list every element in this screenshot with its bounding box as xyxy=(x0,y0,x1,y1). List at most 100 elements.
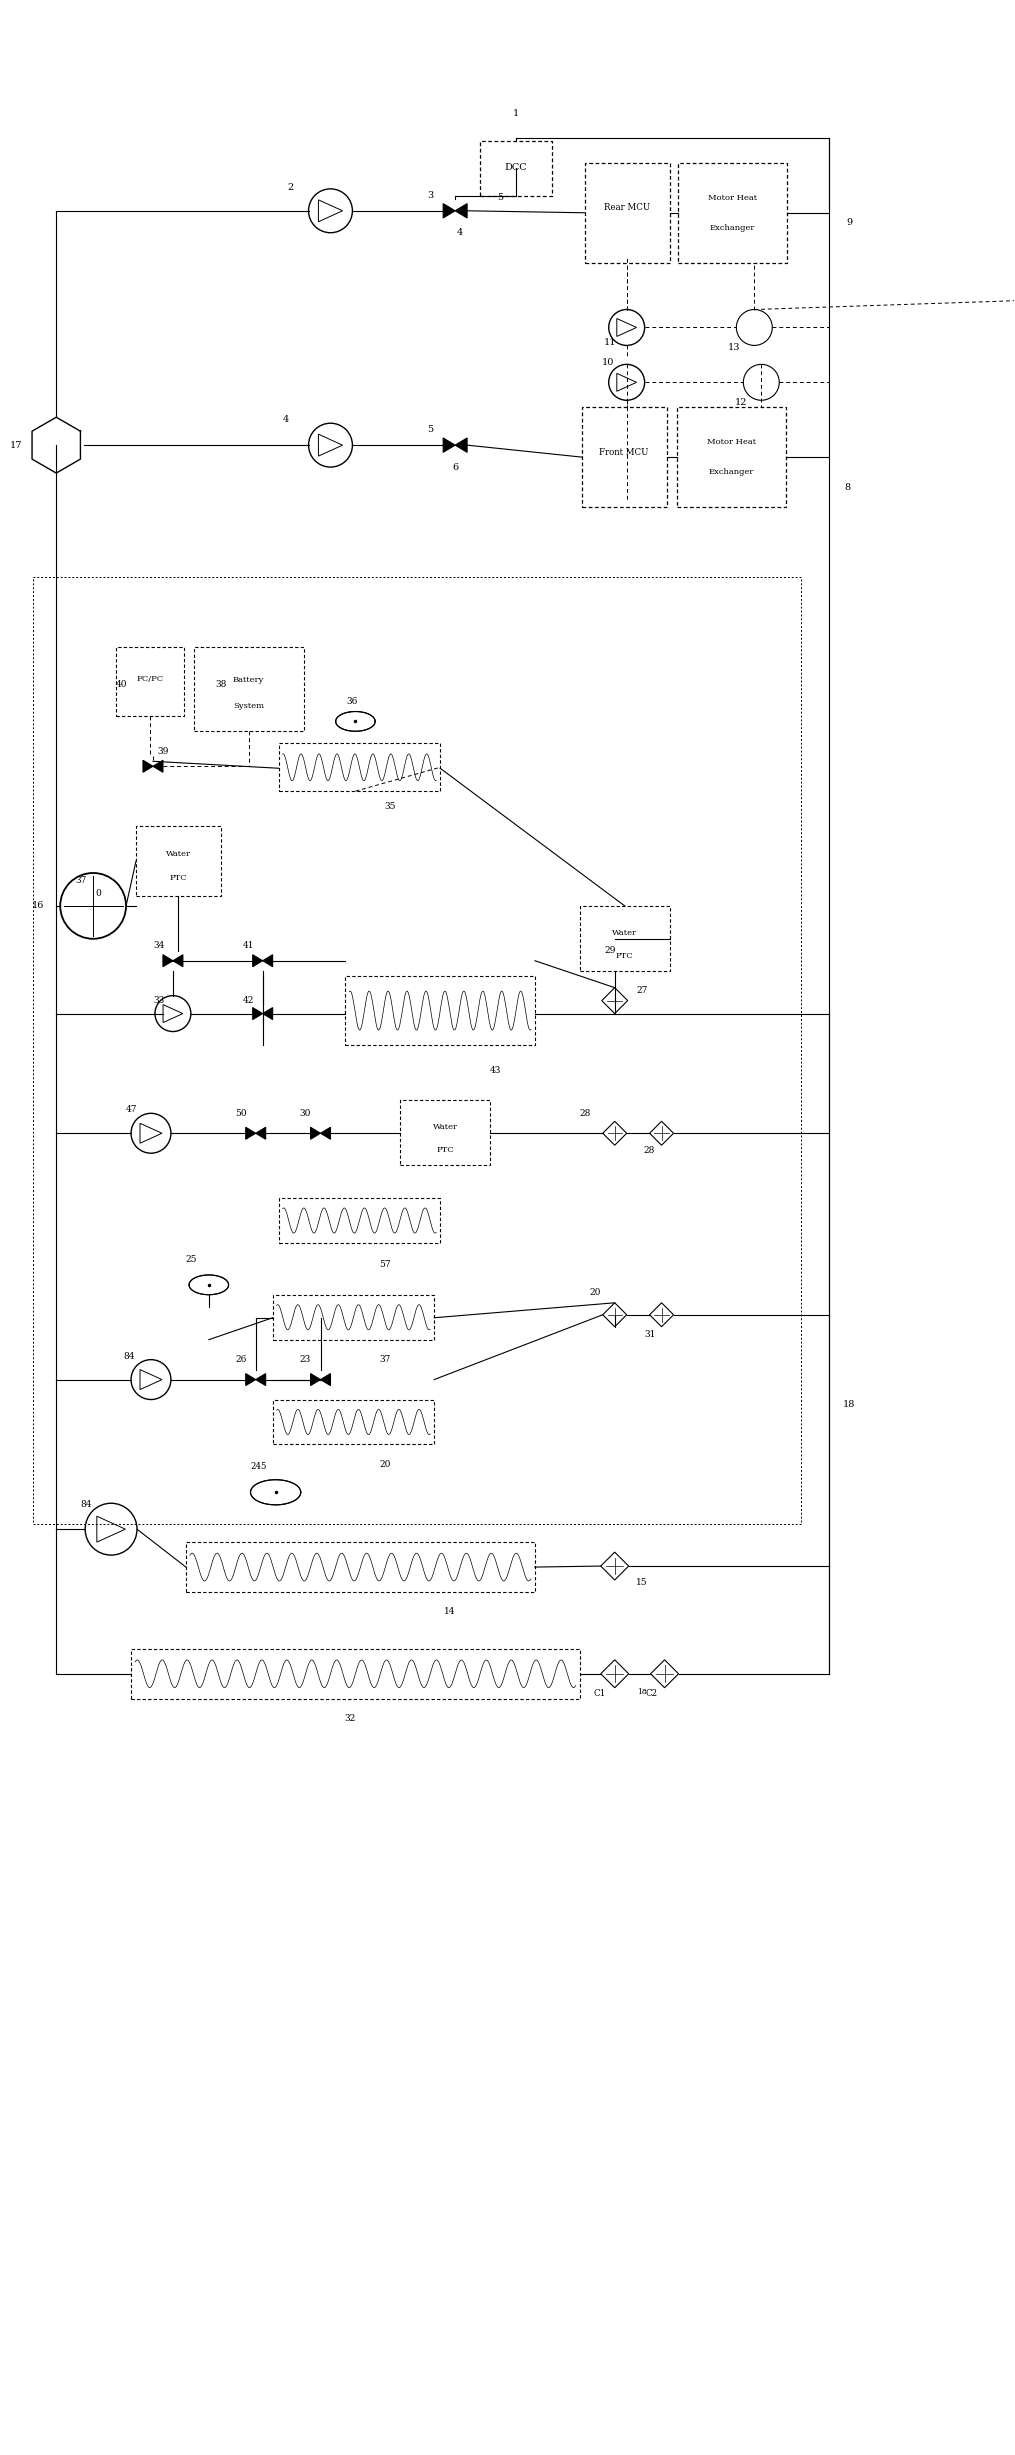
Text: 84: 84 xyxy=(80,1500,92,1510)
Text: FC/PC: FC/PC xyxy=(136,675,163,682)
Text: 27: 27 xyxy=(636,987,648,994)
Polygon shape xyxy=(256,1127,266,1139)
Text: 30: 30 xyxy=(299,1110,312,1117)
Text: Rear MCU: Rear MCU xyxy=(604,204,651,211)
Text: Water: Water xyxy=(612,928,637,938)
Text: 31: 31 xyxy=(644,1331,656,1340)
Text: 28: 28 xyxy=(644,1146,656,1154)
Text: 29: 29 xyxy=(604,945,615,955)
Polygon shape xyxy=(246,1375,256,1385)
Text: Motor Heat: Motor Heat xyxy=(707,194,757,201)
Bar xyxy=(33,577,801,1525)
Text: 57: 57 xyxy=(380,1259,391,1269)
Text: 41: 41 xyxy=(243,940,255,950)
Bar xyxy=(279,744,441,791)
Text: 38: 38 xyxy=(215,680,226,690)
Text: 20: 20 xyxy=(589,1289,601,1296)
Polygon shape xyxy=(311,1375,321,1385)
Text: 26: 26 xyxy=(235,1355,247,1365)
Polygon shape xyxy=(143,761,153,773)
Polygon shape xyxy=(321,1375,331,1385)
Polygon shape xyxy=(321,1127,331,1139)
Text: 40: 40 xyxy=(116,680,127,690)
Text: 23: 23 xyxy=(299,1355,312,1365)
Polygon shape xyxy=(444,437,455,452)
Text: 39: 39 xyxy=(157,746,168,756)
Text: 9: 9 xyxy=(845,218,853,228)
Text: 17: 17 xyxy=(10,439,22,449)
Text: Battery: Battery xyxy=(233,675,264,682)
Bar xyxy=(582,408,667,508)
Text: 50: 50 xyxy=(234,1110,247,1117)
Bar xyxy=(580,906,670,970)
Bar xyxy=(194,646,303,732)
Text: 0: 0 xyxy=(95,889,102,899)
Text: 10: 10 xyxy=(602,358,614,366)
Text: 35: 35 xyxy=(385,803,396,810)
Text: 11: 11 xyxy=(604,339,616,346)
Polygon shape xyxy=(253,955,263,967)
Text: 5: 5 xyxy=(497,194,503,201)
Text: 25: 25 xyxy=(185,1255,197,1264)
Polygon shape xyxy=(256,1375,266,1385)
Text: 84: 84 xyxy=(123,1353,135,1360)
Text: 1: 1 xyxy=(513,108,519,118)
Polygon shape xyxy=(455,437,467,452)
Text: 33: 33 xyxy=(153,997,164,1004)
Text: 28: 28 xyxy=(580,1110,591,1117)
Text: Exchanger: Exchanger xyxy=(709,223,755,231)
Text: 6: 6 xyxy=(452,462,458,471)
Polygon shape xyxy=(311,1127,321,1139)
Text: System: System xyxy=(233,702,264,709)
Text: 4: 4 xyxy=(282,415,288,425)
Text: 13: 13 xyxy=(728,344,741,351)
Text: 12: 12 xyxy=(735,398,748,408)
Text: 18: 18 xyxy=(842,1399,856,1409)
Bar xyxy=(585,162,670,263)
Text: Front MCU: Front MCU xyxy=(600,447,649,457)
Polygon shape xyxy=(263,955,273,967)
Bar xyxy=(677,408,787,508)
Text: 15: 15 xyxy=(635,1579,648,1586)
Bar xyxy=(131,1650,580,1699)
Bar xyxy=(279,1198,441,1242)
Text: 42: 42 xyxy=(243,997,255,1004)
Text: 20: 20 xyxy=(380,1461,391,1468)
Text: 34: 34 xyxy=(153,940,164,950)
Text: 2: 2 xyxy=(287,184,293,191)
Bar xyxy=(678,162,788,263)
Text: 32: 32 xyxy=(345,1714,356,1723)
Text: 245: 245 xyxy=(251,1461,267,1471)
Text: Exchanger: Exchanger xyxy=(708,469,754,476)
Text: C2: C2 xyxy=(646,1689,658,1699)
Text: 5: 5 xyxy=(427,425,433,435)
Bar xyxy=(400,1100,490,1166)
Text: 43: 43 xyxy=(489,1065,500,1075)
Text: 8: 8 xyxy=(844,484,851,491)
Bar xyxy=(273,1399,434,1444)
Text: PTC: PTC xyxy=(436,1146,454,1154)
Polygon shape xyxy=(253,1007,263,1019)
Text: Water: Water xyxy=(432,1124,458,1132)
Text: Water: Water xyxy=(165,849,191,859)
Text: 37: 37 xyxy=(380,1355,391,1365)
Text: C1: C1 xyxy=(594,1689,606,1699)
Text: PTC: PTC xyxy=(616,953,633,960)
Text: 3: 3 xyxy=(427,191,433,201)
Bar xyxy=(273,1294,434,1340)
Bar xyxy=(345,975,535,1046)
Text: 37: 37 xyxy=(75,876,87,886)
Text: DCC: DCC xyxy=(504,164,527,172)
Text: 16: 16 xyxy=(32,901,45,911)
Bar xyxy=(116,646,184,717)
Bar xyxy=(480,140,552,196)
Bar xyxy=(186,1542,535,1591)
Text: 36: 36 xyxy=(347,697,358,707)
Polygon shape xyxy=(444,204,455,218)
Text: PTC: PTC xyxy=(170,874,187,881)
Text: 47: 47 xyxy=(125,1105,137,1115)
Bar xyxy=(136,825,221,896)
Polygon shape xyxy=(153,761,163,773)
Polygon shape xyxy=(246,1127,256,1139)
Text: 4: 4 xyxy=(457,228,463,238)
